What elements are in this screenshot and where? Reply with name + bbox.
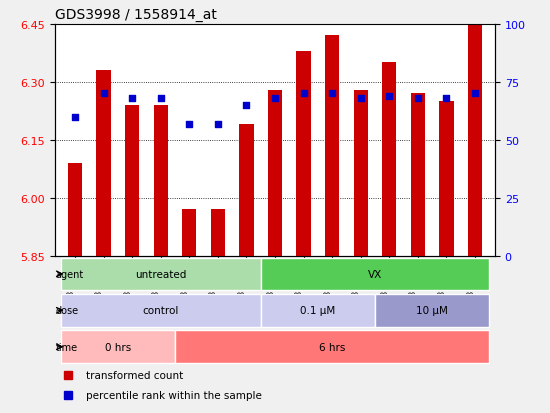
Bar	[239, 125, 254, 256]
FancyBboxPatch shape	[375, 294, 490, 327]
FancyBboxPatch shape	[175, 330, 490, 363]
Point	[242, 102, 251, 109]
Point	[128, 95, 136, 102]
FancyBboxPatch shape	[261, 294, 375, 327]
Bar	[411, 94, 425, 256]
FancyBboxPatch shape	[60, 258, 261, 291]
FancyBboxPatch shape	[261, 258, 490, 291]
Point	[271, 95, 279, 102]
Text: 10 μM: 10 μM	[416, 306, 448, 316]
Text: dose: dose	[56, 306, 79, 316]
Text: time: time	[56, 342, 78, 352]
Text: VX: VX	[368, 269, 382, 279]
Bar	[296, 52, 311, 256]
Point	[99, 91, 108, 97]
Text: GDS3998 / 1558914_at: GDS3998 / 1558914_at	[55, 8, 217, 22]
Point	[328, 91, 337, 97]
Point	[185, 121, 194, 128]
Bar	[382, 63, 397, 256]
Point	[471, 91, 480, 97]
Point	[299, 91, 308, 97]
Text: 0.1 μM: 0.1 μM	[300, 306, 336, 316]
Point	[414, 95, 422, 102]
Bar	[96, 71, 111, 256]
Bar	[468, 25, 482, 256]
Point	[442, 95, 451, 102]
Point	[70, 114, 79, 121]
FancyBboxPatch shape	[60, 294, 261, 327]
Text: transformed count: transformed count	[86, 370, 183, 380]
Bar	[439, 102, 454, 256]
Point	[213, 121, 222, 128]
Text: control: control	[142, 306, 179, 316]
Bar	[354, 90, 368, 256]
Bar	[268, 90, 282, 256]
Text: untreated: untreated	[135, 269, 186, 279]
Text: percentile rank within the sample: percentile rank within the sample	[86, 390, 262, 400]
Bar	[325, 36, 339, 256]
Point	[385, 93, 394, 100]
Text: 6 hrs: 6 hrs	[319, 342, 345, 352]
Text: 0 hrs: 0 hrs	[104, 342, 131, 352]
Point	[356, 95, 365, 102]
Bar	[182, 210, 196, 256]
Bar	[153, 106, 168, 256]
Text: agent: agent	[56, 269, 84, 279]
Bar	[125, 106, 139, 256]
FancyBboxPatch shape	[60, 330, 175, 363]
Point	[156, 95, 165, 102]
Bar	[211, 210, 225, 256]
Bar	[68, 164, 82, 256]
